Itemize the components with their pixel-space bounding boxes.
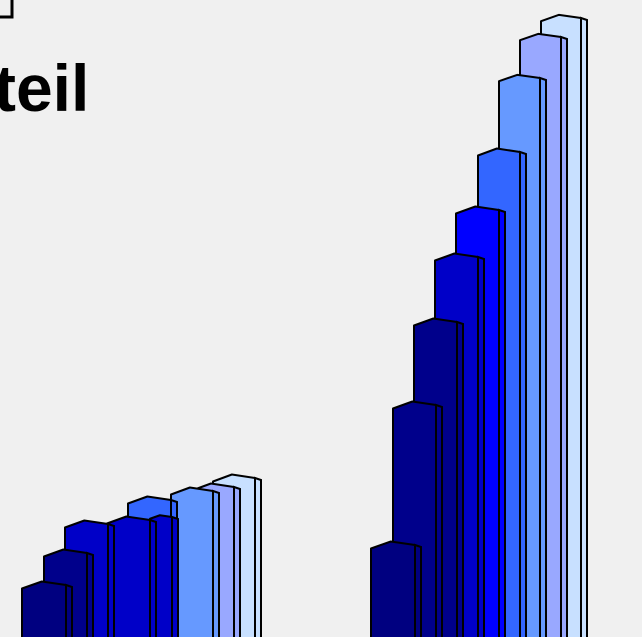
bar-shape [370, 540, 422, 637]
bar-front-face [21, 580, 67, 637]
corner-fragment-icon [0, 0, 16, 22]
bar-shape [170, 486, 220, 637]
bar-front-face [370, 540, 416, 637]
page-title: teil [0, 51, 90, 125]
bar-shape [21, 580, 73, 637]
